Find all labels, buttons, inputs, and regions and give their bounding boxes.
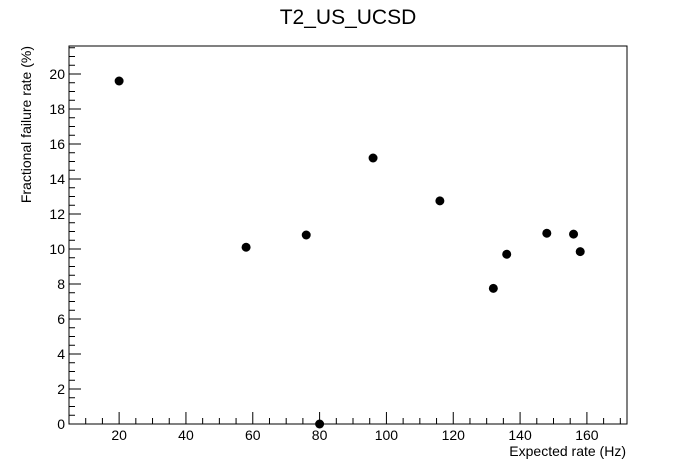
y-tick-label: 16 [49, 136, 65, 152]
x-tick-label: 80 [312, 427, 328, 443]
x-tick-label: 100 [375, 427, 399, 443]
x-tick-label: 60 [245, 427, 261, 443]
data-point [575, 247, 585, 257]
y-tick-label: 0 [57, 416, 65, 432]
y-tick-label: 10 [49, 241, 65, 257]
y-tick-label: 2 [57, 381, 65, 397]
data-point [301, 230, 311, 240]
data-point [241, 242, 251, 252]
x-axis-label: Expected rate (Hz) [509, 443, 626, 459]
x-axis-ticks: 20 40 60 80 100 120 140 160 [85, 412, 621, 443]
y-axis-ticks: 0 2 4 6 8 10 12 14 16 18 20 [49, 47, 81, 432]
plot-frame [68, 45, 628, 425]
data-point [542, 228, 552, 238]
y-tick-label: 20 [49, 66, 65, 82]
plot-border [68, 45, 628, 425]
y-tick-label: 12 [49, 206, 65, 222]
y-tick-label: 18 [49, 101, 65, 117]
data-points [114, 76, 585, 429]
data-point [435, 196, 445, 206]
y-tick-label: 14 [49, 171, 65, 187]
data-point [502, 249, 512, 259]
y-tick-label: 4 [57, 346, 65, 362]
y-tick-label: 8 [57, 276, 65, 292]
data-point [569, 229, 579, 239]
data-point [368, 153, 378, 163]
x-tick-label: 120 [442, 427, 466, 443]
data-point [488, 283, 498, 293]
x-tick-label: 140 [508, 427, 532, 443]
y-tick-label: 6 [57, 311, 65, 327]
x-tick-label: 20 [111, 427, 127, 443]
x-tick-label: 160 [575, 427, 599, 443]
data-point [114, 76, 124, 86]
y-axis-label: Fractional failure rate (%) [18, 46, 34, 203]
chart-title: T2_US_UCSD [280, 6, 417, 29]
data-point [315, 419, 325, 429]
x-tick-label: 40 [178, 427, 194, 443]
